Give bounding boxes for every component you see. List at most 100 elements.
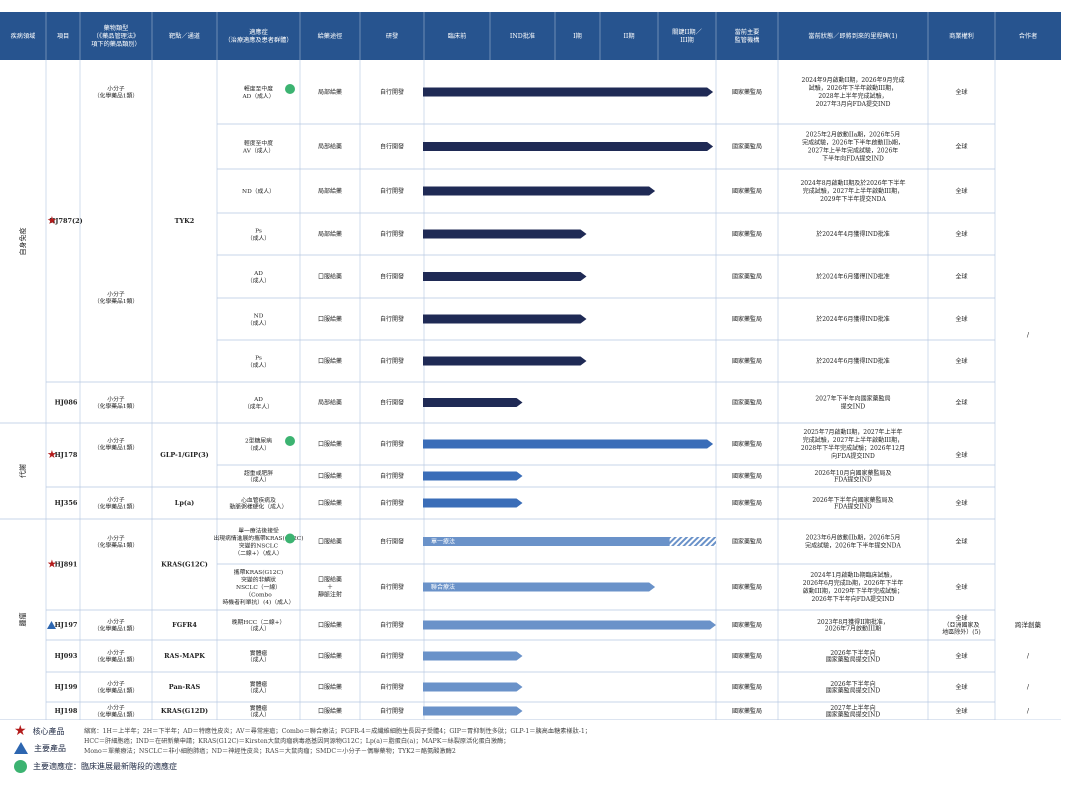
target-name: GLP-1/GIP(3) bbox=[160, 451, 208, 459]
regulator: 國家藥監局 bbox=[732, 499, 762, 507]
triangle-icon bbox=[47, 621, 56, 629]
column-header: 當前主要監管機構 bbox=[735, 28, 760, 44]
route: 口服給藥 bbox=[318, 652, 342, 660]
development: 自行開發 bbox=[380, 440, 404, 448]
status-milestone: 2024年1月啟動Ib期臨床試驗， 2026年6月完成Ib期，2026年下半年啟動… bbox=[803, 571, 904, 603]
status-milestone: 2025年2月啟動IIa期，2026年5月完成試驗，2026年下半年啟動IIb期… bbox=[802, 130, 904, 162]
project-name: HJ787(2) bbox=[49, 217, 82, 225]
target-name: Lp(a) bbox=[175, 499, 194, 507]
progress-bar bbox=[423, 439, 714, 449]
progress-bar bbox=[423, 314, 587, 324]
regulator: 國家藥監局 bbox=[732, 537, 762, 545]
regulator: 國家藥監局 bbox=[732, 440, 762, 448]
development: 自行開發 bbox=[380, 88, 404, 96]
commercial-rights: 全球 bbox=[955, 707, 967, 715]
development: 自行開發 bbox=[380, 683, 404, 691]
commercial-rights: 全球 bbox=[955, 451, 967, 459]
progress-bar bbox=[423, 272, 587, 281]
commercial-rights: 全球 bbox=[955, 537, 967, 545]
commercial-rights: 全球 bbox=[955, 315, 967, 323]
development: 自行開發 bbox=[380, 707, 404, 715]
drug-type: 小分子（化學藥品1類） bbox=[94, 534, 138, 549]
progress-bar bbox=[423, 706, 523, 716]
indication: 輕度至中度 AV（成人） bbox=[242, 138, 274, 154]
header-band bbox=[0, 12, 1061, 60]
progress-bar bbox=[423, 620, 716, 630]
regulator: 國家藥監局 bbox=[732, 272, 762, 280]
abbreviation-line: Mono＝單藥療法；NSCLC＝非小細胞肺癌；ND＝神經性皮炎；RAS＝大鼠肉瘤… bbox=[84, 748, 456, 755]
progress-bar bbox=[423, 229, 587, 239]
drug-type: 小分子（化學藥品1類） bbox=[94, 290, 138, 305]
progress-bar bbox=[423, 582, 656, 592]
development: 自行開發 bbox=[380, 357, 404, 365]
star-icon: ★ bbox=[14, 723, 27, 739]
status-milestone: 2027年下半年向國家藥監局提交IND bbox=[815, 394, 890, 410]
key-indication-dot-icon bbox=[285, 84, 295, 94]
legend-core: ★ 核心產品 bbox=[14, 724, 65, 738]
development: 自行開發 bbox=[380, 142, 404, 150]
regulator: 國家藥監局 bbox=[732, 357, 762, 365]
target-name: TYK2 bbox=[175, 217, 195, 225]
status-milestone: 2027年上半年向國家藥監局提交IND bbox=[826, 703, 881, 718]
key-indication-dot-icon bbox=[285, 533, 295, 544]
progress-bar bbox=[423, 356, 587, 366]
indication: AD （成年人） bbox=[244, 396, 273, 410]
status-milestone: 2023年6月啟動IIb期，2026年5月完成試驗，2026年下半年提交NDA bbox=[805, 533, 901, 549]
regulator: 國家藥監局 bbox=[732, 230, 762, 238]
route: 口服給藥 bbox=[318, 499, 342, 507]
collaborator: / bbox=[1027, 652, 1030, 660]
status-milestone: 2026年10月向國家藥監局及 FDA提交IND bbox=[815, 468, 892, 483]
indication: 攜帶KRAS(G12C)突變的非鱗狀 NSCLC（一線）（Combo 時機者利單抗）… bbox=[223, 568, 295, 606]
collaborator: 跨洋創藥 bbox=[1015, 620, 1042, 629]
column-header: 當前狀態／即將到來的里程碑(1) bbox=[808, 32, 897, 40]
star-icon: ★ bbox=[47, 214, 57, 227]
target-name: FGFR4 bbox=[172, 621, 197, 629]
commercial-rights: 全球 bbox=[955, 357, 967, 365]
column-header: 合作者 bbox=[1019, 32, 1038, 40]
column-header: 項目 bbox=[57, 33, 69, 40]
development: 自行開發 bbox=[380, 187, 404, 195]
column-header: 適應症（治療適應及患者群體） bbox=[224, 28, 292, 44]
commercial-rights: 全球 bbox=[955, 230, 967, 238]
development: 自行開發 bbox=[380, 583, 404, 591]
indication: Ps （成人） bbox=[247, 228, 270, 242]
drug-type: 小分子（化學藥品1類） bbox=[94, 436, 138, 451]
indication: AD （成人） bbox=[247, 270, 270, 284]
project-name: HJ198 bbox=[55, 707, 78, 715]
status-milestone: 2025年7月啟動II期，2027年上半年完成試驗，2027年上半年啟動III期… bbox=[801, 428, 905, 460]
column-header: 藥物類型（《藥品管理法》項下的藥品類別） bbox=[91, 24, 141, 48]
target-name: KRAS(G12C) bbox=[161, 561, 208, 569]
indication: 超重或肥胖（成人） bbox=[244, 468, 273, 483]
collaborator: / bbox=[1027, 707, 1030, 715]
status-milestone: 2023年8月獲得II期批准， 2026年7月啟動III期 bbox=[817, 617, 889, 632]
indication: 實體瘤（成人） bbox=[247, 648, 270, 663]
status-milestone: 於2024年4月獲得IND批准 bbox=[816, 230, 890, 238]
regulator: 國家藥監局 bbox=[732, 472, 762, 480]
drug-type: 小分子（化學藥品1類） bbox=[94, 648, 138, 663]
progress-bar bbox=[423, 682, 523, 692]
route: 口服給藥 bbox=[318, 537, 342, 545]
target-name: KRAS(G12D) bbox=[161, 707, 208, 715]
legend-core-label: 核心產品 bbox=[32, 726, 65, 736]
collaborator: / bbox=[1027, 683, 1030, 691]
column-header: 研發 bbox=[386, 32, 398, 40]
development: 自行開發 bbox=[380, 230, 404, 238]
indication: 晚期HCC（二線+）（成人） bbox=[232, 617, 286, 632]
drug-type: 小分子（化學藥品1類） bbox=[94, 703, 138, 718]
route: 口服給藥 bbox=[318, 621, 342, 629]
project-name: HJ086 bbox=[55, 399, 78, 407]
column-header: 商業權利 bbox=[949, 32, 974, 40]
regulator: 國家藥監局 bbox=[732, 398, 762, 406]
regulator: 國家藥監局 bbox=[732, 88, 762, 96]
development: 自行開發 bbox=[380, 652, 404, 660]
indication: 實體瘤（成人） bbox=[247, 679, 270, 694]
development: 自行開發 bbox=[380, 621, 404, 629]
development: 自行開發 bbox=[380, 499, 404, 507]
column-header: 靶點／通道 bbox=[169, 32, 200, 40]
column-header: 給藥途徑 bbox=[318, 32, 343, 40]
commercial-rights: 全球 bbox=[955, 583, 967, 591]
status-milestone: 2024年8月啟動II期及於2026年下半年完成試驗，2027年上半年啟動III… bbox=[800, 179, 905, 203]
progress-bar bbox=[423, 498, 523, 508]
star-icon: ★ bbox=[47, 558, 57, 571]
disease-area: 腫瘤 bbox=[18, 613, 27, 627]
